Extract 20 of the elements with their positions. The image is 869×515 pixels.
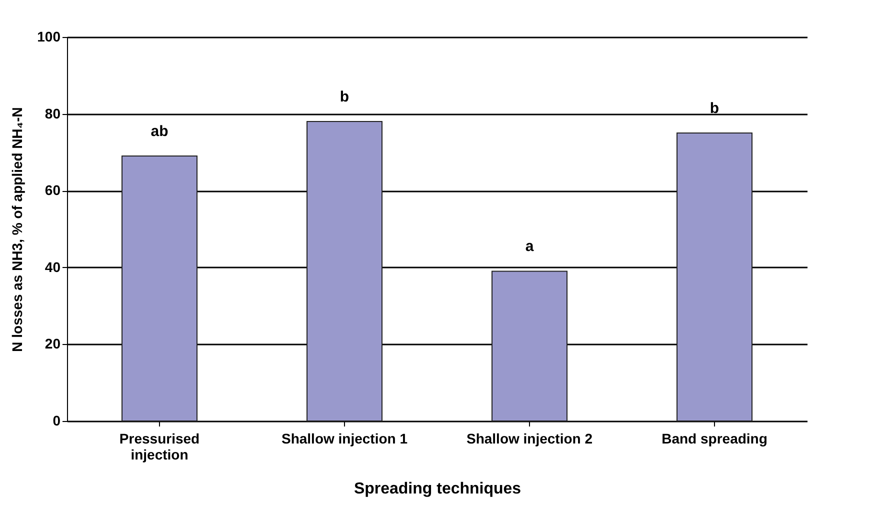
y-tick-label: 60	[44, 182, 61, 198]
bar	[492, 270, 568, 422]
annotation: ab	[150, 123, 168, 140]
bar	[676, 132, 752, 422]
x-tick-label: Pressurised injection	[119, 430, 200, 462]
annotation: b	[340, 88, 350, 106]
annotation: b	[710, 100, 720, 117]
annotation: a	[525, 238, 534, 256]
y-tick-label: 20	[44, 336, 61, 352]
bar	[306, 120, 382, 422]
x-axis-title: Spreading techniques	[354, 480, 522, 498]
y-tick-label: 0	[52, 412, 61, 428]
x-tick-label: Band spreading	[662, 430, 768, 446]
y-tick-label: 80	[44, 105, 61, 122]
x-tick-label: Shallow injection 1	[281, 430, 408, 446]
y-axis-title: N losses as NH3, % of applied NH₄-N	[9, 107, 26, 352]
y-tick-label: 100	[37, 28, 61, 44]
x-tick-label: Shallow injection 2	[466, 430, 593, 446]
y-tick-label: 40	[44, 258, 61, 275]
bar	[122, 156, 198, 422]
